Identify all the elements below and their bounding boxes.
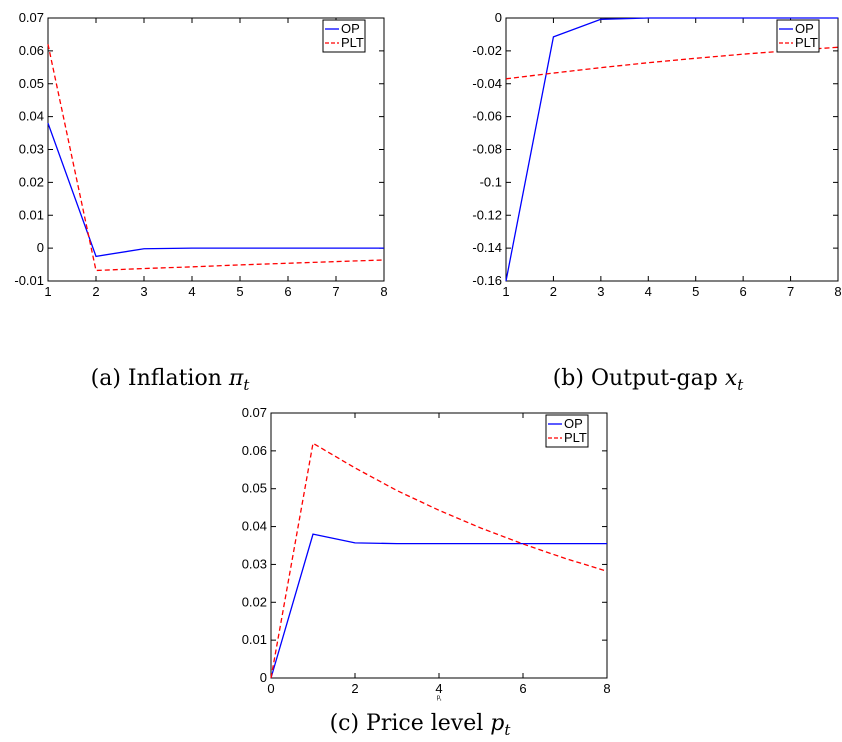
legend-label-op: OP	[341, 21, 360, 36]
x-axis-label: pt	[437, 695, 442, 702]
x-tick-label: 3	[597, 284, 604, 299]
y-tick-label: -0.1	[480, 174, 502, 189]
x-tick-label: 4	[645, 284, 652, 299]
y-tick-label: -0.12	[472, 207, 502, 222]
x-tick-label: 1	[502, 284, 509, 299]
x-tick-label: 7	[332, 284, 339, 299]
series-line-op	[47, 122, 384, 258]
x-tick-label: 4	[435, 681, 442, 696]
chart-panel-inflation: 1 2 3 4 5 6 7 8 -0.01 0 0.01 0.02 0.03 0.04 0.05 0.06 0.…	[14, 10, 387, 299]
y-tick-label: 0.02	[242, 594, 267, 609]
axes-box-inflation	[47, 17, 385, 282]
legend-label-plt: PLT	[341, 35, 364, 50]
y-tick-label: 0.01	[19, 207, 44, 222]
y-tick-label: 0.03	[19, 142, 44, 157]
y-tick-label: 0.04	[242, 519, 267, 534]
x-tick-label: 7	[787, 284, 794, 299]
x-tick-label: 1	[44, 284, 51, 299]
y-tick-label: 0.06	[242, 443, 267, 458]
y-tick-label: 0.02	[19, 174, 44, 189]
series-line-op	[505, 17, 838, 282]
y-tick-label: 0.07	[242, 405, 267, 420]
y-tick-label: 0.03	[242, 556, 267, 571]
x-tick-label: 2	[550, 284, 557, 299]
caption-inflation: (a) Inflation πt	[91, 366, 251, 394]
y-tick-label: -0.16	[472, 273, 502, 288]
y-tick-label: 0.04	[19, 109, 44, 124]
x-tick-label: 3	[140, 284, 147, 299]
y-tick-label: -0.06	[472, 109, 502, 124]
legend-label-plt: PLT	[564, 430, 587, 445]
y-tick-label: 0.05	[19, 76, 44, 91]
x-tick-label: 2	[92, 284, 99, 299]
chart-panel-output-gap: 1 2 3 4 5 6 7 8 -0.16 -0.14 -0.12 -0.1 -0.08 -0.06 -0.…	[472, 10, 841, 299]
y-tick-label: -0.01	[14, 273, 44, 288]
y-tick-label: 0.06	[19, 43, 44, 58]
x-tick-label: 2	[351, 681, 358, 696]
axes-box-price-level	[270, 412, 608, 679]
y-tick-label: 0	[37, 240, 44, 255]
x-tick-label: 5	[692, 284, 699, 299]
x-tick-label: 6	[284, 284, 291, 299]
legend-label-plt: PLT	[795, 35, 818, 50]
y-tick-label: 0.07	[19, 10, 44, 25]
x-tick-label: 6	[740, 284, 747, 299]
legend-box	[545, 414, 589, 448]
y-tick-label: 0	[495, 10, 502, 25]
legend-label-op: OP	[795, 21, 814, 36]
caption-output-gap: (b) Output-gap xt	[553, 366, 745, 394]
x-tick-label: 5	[236, 284, 243, 299]
x-tick-label: 8	[834, 284, 841, 299]
y-tick-label: 0.05	[242, 481, 267, 496]
x-tick-label: 4	[188, 284, 195, 299]
legend-box	[322, 19, 366, 53]
y-tick-label: 0	[260, 670, 267, 685]
x-tick-label: 8	[380, 284, 387, 299]
y-tick-label: -0.02	[472, 43, 502, 58]
y-tick-label: 0.01	[242, 632, 267, 647]
axes-box-output-gap	[505, 17, 839, 282]
y-tick-label: -0.04	[472, 76, 502, 91]
legend-box	[776, 19, 820, 53]
x-tick-label: 0	[267, 681, 274, 696]
y-tick-label: -0.08	[472, 142, 502, 157]
series-line-op	[270, 533, 607, 679]
x-tick-label: 8	[603, 681, 610, 696]
y-tick-label: -0.14	[472, 240, 502, 255]
x-tick-label: 6	[519, 681, 526, 696]
legend-label-op: OP	[564, 416, 583, 431]
caption-price-level: (c) Price level pt	[330, 711, 512, 739]
